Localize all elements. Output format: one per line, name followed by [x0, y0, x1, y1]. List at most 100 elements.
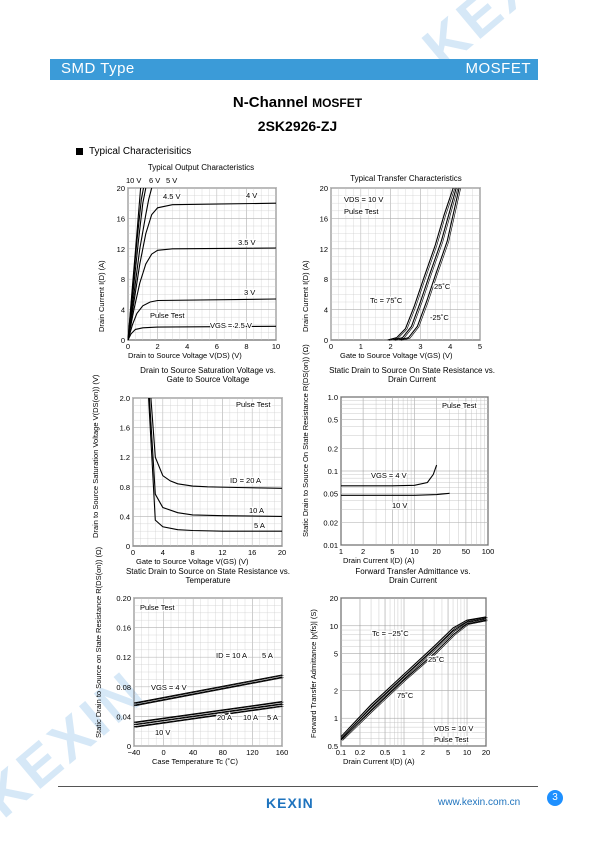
y-tick-label: 20	[117, 184, 125, 193]
y-tick-label: 0	[127, 742, 131, 751]
series-label: 3 V	[244, 288, 255, 297]
series-line	[148, 397, 283, 517]
x-tick-label: −40	[128, 748, 141, 757]
series-label: 6 V	[149, 176, 160, 185]
x-tick-label: 20	[278, 548, 286, 557]
series-label: ID = 20 A	[230, 476, 261, 485]
x-tick-label: 5	[478, 342, 482, 351]
series-line-shadow	[342, 620, 488, 741]
series-line-shadow	[135, 701, 284, 724]
series-label: VGS = 4 V	[371, 471, 407, 480]
x-tick-label: 50	[462, 547, 470, 556]
series-line-shadow	[342, 618, 488, 740]
y-tick-label: 12	[320, 245, 328, 254]
y-axis-label: Static Drain to Source On State Resistan…	[301, 344, 310, 537]
x-tick-label: 0.1	[336, 748, 346, 757]
x-tick-label: 0.5	[380, 748, 390, 757]
series-label: 10 V	[126, 176, 141, 185]
series-label: 10 A	[249, 506, 264, 515]
chart-annotation: Pulse Test	[140, 603, 175, 612]
series-line	[133, 701, 283, 723]
y-tick-label: 0.08	[116, 683, 131, 692]
y-axis-label: Drain Current I(D) (A)	[97, 260, 106, 332]
x-tick-label: 8	[244, 342, 248, 351]
series-label: 10 V	[392, 501, 407, 510]
header-type: SMD Type	[61, 60, 135, 77]
x-axis-label: Drain to Source Voltage V(DS) (V)	[128, 351, 242, 360]
series-label: Tc = 75˚C	[370, 296, 403, 305]
y-tick-label: 2.0	[120, 394, 130, 403]
x-tick-label: 3	[418, 342, 422, 351]
x-tick-label: 0.2	[355, 748, 365, 757]
x-tick-label: 160	[276, 748, 289, 757]
series-line	[399, 187, 460, 341]
footer-website[interactable]: www.kexin.com.cn	[438, 797, 521, 808]
x-tick-label: 2	[156, 342, 160, 351]
chart-title: Gate to Source Voltage	[167, 375, 250, 384]
chart-annotation: Pulse Test	[150, 311, 185, 320]
x-tick-label: 80	[219, 748, 227, 757]
series-line-shadow	[389, 188, 455, 341]
chart-annotation: Pulse Test	[442, 401, 477, 410]
chart-title: Typical Output Characteristics	[148, 163, 254, 172]
x-axis-label: Case Temperature Tc (˚C)	[152, 757, 239, 766]
series-label: 4.5 V	[163, 192, 181, 201]
y-tick-label: 20	[320, 184, 328, 193]
series-line	[133, 676, 283, 706]
chart-title: Forward Transfer Admittance vs.	[355, 567, 470, 576]
x-tick-label: 1	[359, 342, 363, 351]
y-tick-label: 12	[117, 245, 125, 254]
chart-title: Drain Current	[389, 576, 438, 585]
y-tick-label: 0.20	[116, 594, 131, 603]
series-line-shadow	[135, 704, 284, 726]
y-tick-label: 0.05	[323, 489, 338, 498]
y-tick-label: 0	[121, 336, 125, 345]
chart-annotation: VDS = 10 V	[434, 724, 473, 733]
x-tick-label: 5	[446, 748, 450, 757]
series-line	[133, 703, 283, 726]
series-line	[127, 325, 277, 341]
series-label: 10 V	[155, 728, 170, 737]
page-title: N-Channel MOSFET	[0, 94, 595, 111]
x-tick-label: 2	[361, 547, 365, 556]
section-heading: Typical Characterisitics	[76, 146, 191, 157]
y-tick-label: 1	[334, 714, 338, 723]
y-tick-label: 1.2	[120, 453, 130, 462]
square-bullet-icon	[76, 147, 83, 155]
section-label: Typical Characterisitics	[89, 146, 192, 157]
series-line	[340, 616, 487, 738]
chart-title: Static Drain to Source on State Resistan…	[126, 567, 290, 576]
x-tick-label: 8	[191, 548, 195, 557]
y-axis-label: Static Drain to Source on State Resistan…	[94, 546, 103, 738]
y-tick-label: 0.5	[328, 415, 338, 424]
series-line	[340, 617, 487, 740]
x-tick-label: 1	[402, 748, 406, 757]
y-tick-label: 8	[121, 275, 125, 284]
x-axis-label: Drain Current I(D) (A)	[343, 757, 415, 766]
series-label: 4 V	[246, 191, 257, 200]
x-tick-label: 4	[161, 548, 165, 557]
y-tick-label: 16	[117, 214, 125, 223]
x-axis-label: Drain Current I(D) (A)	[343, 556, 415, 565]
x-tick-label: 20	[482, 748, 490, 757]
x-tick-label: 6	[215, 342, 219, 351]
y-axis-label: Drain Current I(D) (A)	[301, 260, 310, 332]
x-axis-label: Gate to Source Voltage V(GS) (V)	[340, 351, 453, 360]
series-label: Tc = −25˚C	[372, 629, 409, 638]
series-label: VGS = 4 V	[151, 683, 187, 692]
series-label: 25˚C	[434, 282, 451, 291]
x-tick-label: 0	[126, 342, 130, 351]
chart-title: Temperature	[186, 576, 231, 585]
y-tick-label: 0.5	[328, 742, 338, 751]
x-tick-label: 4	[185, 342, 189, 351]
series-line	[127, 298, 277, 341]
y-tick-label: 4	[324, 306, 328, 315]
chart-annotation: VDS = 10 V	[344, 195, 383, 204]
y-tick-label: 8	[324, 275, 328, 284]
x-tick-label: 120	[246, 748, 259, 757]
y-axis-label: Forward Transfer Admittance |y(fs)| (S)	[309, 609, 318, 738]
footer-logo: KEXIN	[266, 795, 314, 811]
y-tick-label: 16	[320, 214, 328, 223]
y-tick-label: 0.02	[323, 519, 338, 528]
